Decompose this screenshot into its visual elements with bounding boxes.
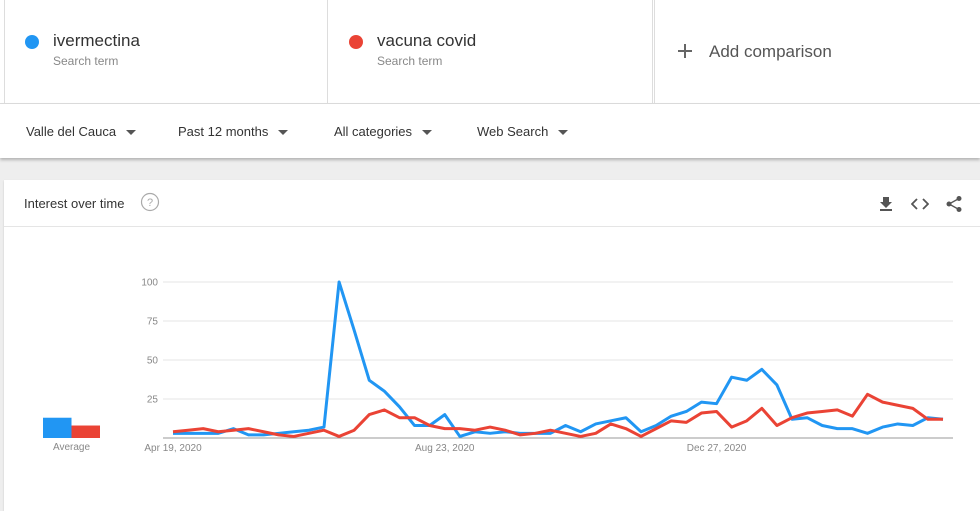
filter-dropdown[interactable]: Valle del Cauca	[26, 124, 137, 139]
embed-icon[interactable]	[911, 196, 929, 212]
divider	[4, 226, 980, 227]
term-name: ivermectina	[53, 31, 140, 50]
dropdown-arrow	[558, 130, 569, 135]
x-tick-label: Aug 23, 2020	[415, 443, 475, 454]
y-tick-label: 100	[141, 278, 158, 289]
widget-title: Interest over time	[24, 196, 125, 211]
trend-line	[172, 392, 943, 438]
widget-card: Interest over time ?	[4, 180, 980, 511]
filter-label: Past 12 months	[178, 124, 269, 139]
average-bar	[71, 425, 100, 438]
term-color-dot	[25, 35, 39, 49]
filter-dropdown[interactable]: All categories	[334, 124, 433, 139]
term-subtitle: Search term	[377, 54, 443, 68]
term-card[interactable]: ivermectina Search term	[4, 0, 328, 103]
share-icon[interactable]	[945, 195, 963, 213]
x-tick-label: Apr 19, 2020	[144, 443, 202, 454]
term-color-dot	[349, 35, 363, 49]
average-bar	[43, 417, 72, 438]
filter-dropdown[interactable]: Web Search	[477, 124, 569, 139]
dropdown-arrow	[422, 130, 433, 135]
filter-bar: Valle del Cauca Past 12 months All categ…	[0, 104, 980, 158]
x-tick-label: Dec 27, 2020	[687, 443, 747, 454]
plus-icon	[678, 44, 692, 58]
y-tick-label: 50	[147, 356, 159, 367]
y-tick-label: 25	[147, 395, 159, 406]
term-subtitle: Search term	[53, 54, 119, 68]
filter-label: Valle del Cauca	[26, 124, 117, 139]
help-icon[interactable]: ?	[140, 192, 160, 212]
dropdown-arrow	[278, 130, 289, 135]
help-glyph: ?	[147, 197, 153, 209]
download-icon[interactable]	[878, 196, 894, 212]
comparison-bar: ivermectina Search term vacuna covid Sea…	[0, 0, 980, 104]
term-name: vacuna covid	[377, 31, 477, 50]
filter-label: All categories	[334, 124, 413, 139]
filter-dropdown[interactable]: Past 12 months	[178, 124, 289, 139]
add-comparison-label: Add comparison	[709, 42, 832, 61]
y-tick-label: 75	[147, 317, 159, 328]
term-card[interactable]: vacuna covid Search term	[329, 0, 653, 103]
add-comparison[interactable]: Add comparison	[654, 0, 980, 103]
dropdown-arrow	[126, 130, 137, 135]
filter-label: Web Search	[477, 124, 549, 139]
average-label: Average	[53, 442, 91, 453]
trend-line	[173, 280, 944, 438]
